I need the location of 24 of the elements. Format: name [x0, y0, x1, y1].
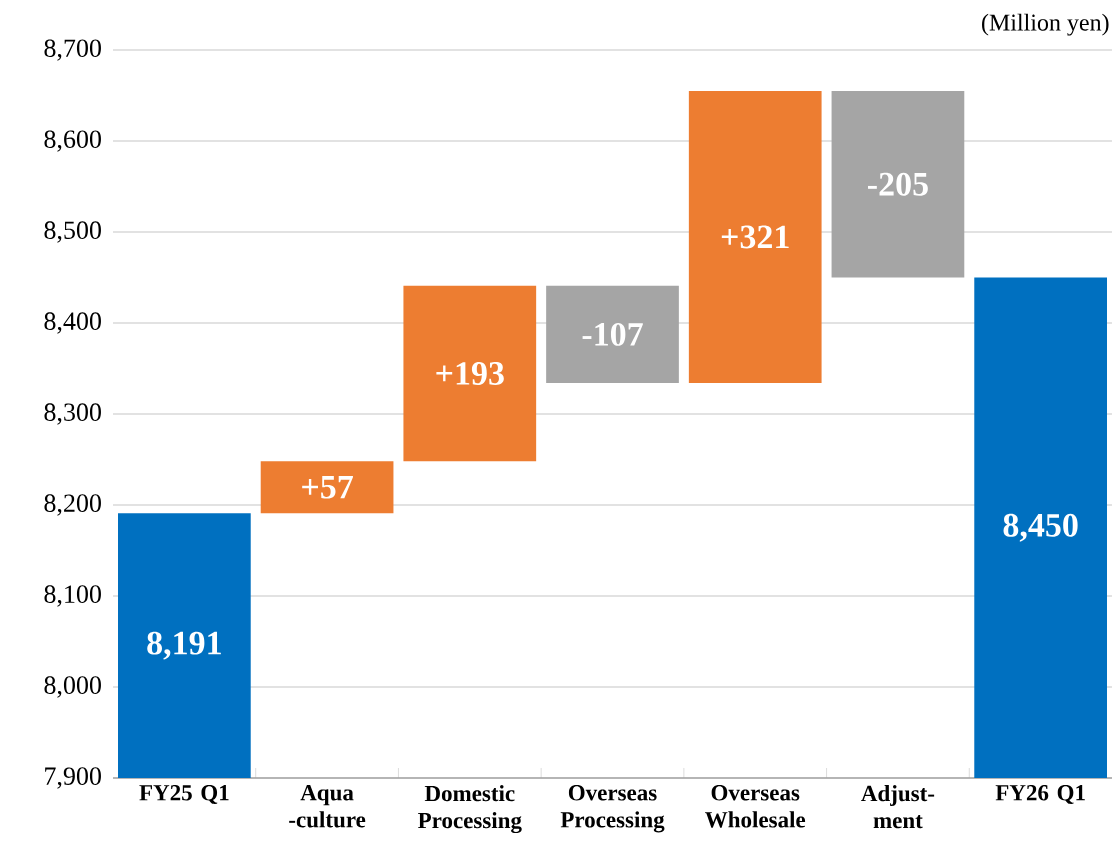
- y-tick-label: 7,900: [45, 767, 101, 789]
- x-tick-label: FY25 Q1: [139, 785, 229, 805]
- x-tick-label: FY26 Q1: [995, 785, 1085, 805]
- y-tick-label: 8,500: [44, 221, 101, 243]
- y-tick-label: 8,000: [44, 676, 101, 698]
- y-tick-label: 8,600: [44, 130, 101, 152]
- data-label: +193: [436, 362, 504, 385]
- x-tick-label: Domestic Processing: [418, 785, 522, 834]
- y-tick-label: 8,300: [44, 403, 101, 425]
- x-tick-label: Overseas Processing: [560, 785, 665, 833]
- x-tick-label: Overseas Wholesale: [705, 785, 806, 828]
- text: (Million yen): [982, 13, 1109, 36]
- data-label: +57: [302, 475, 353, 499]
- y-tick-label: 8,200: [44, 494, 101, 516]
- data-label: +321: [721, 225, 789, 249]
- y-tick-label: 8,400: [44, 312, 101, 334]
- x-tick-label: Aqua -culture: [289, 785, 366, 828]
- data-label: -205: [868, 172, 928, 196]
- y-tick-label: 8,700: [44, 39, 101, 61]
- y-tick-label: 8,100: [44, 585, 101, 607]
- data-label: -107: [582, 322, 643, 346]
- data-label: 8,450: [1003, 513, 1078, 542]
- data-label: 8,191: [147, 631, 221, 660]
- x-tick-label: Adjust- ment: [861, 785, 935, 829]
